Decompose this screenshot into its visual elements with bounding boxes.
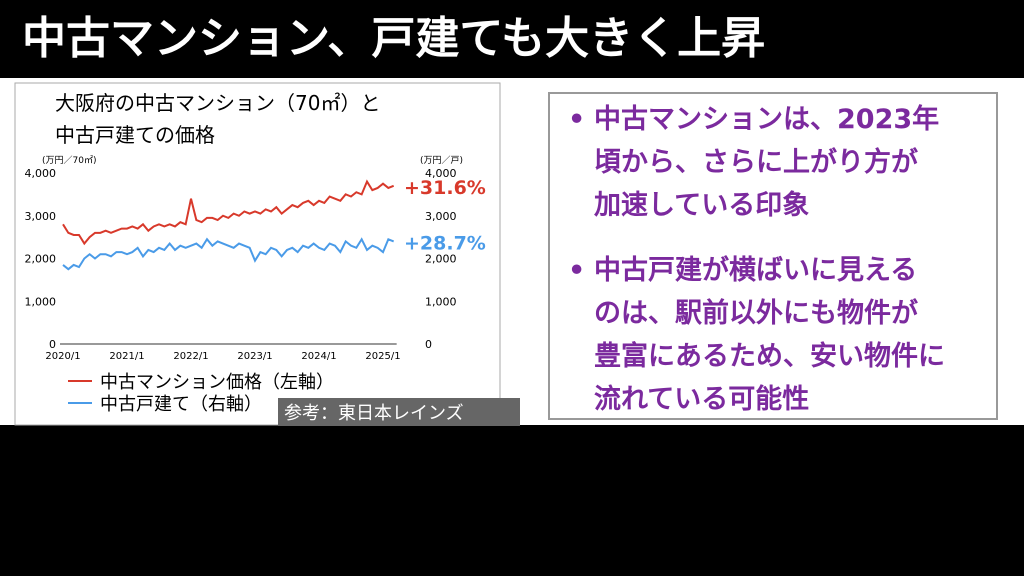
chart-frame [14,82,501,426]
tick-label: 4,000 [25,167,57,180]
source: 参考：東日本レインズ [284,403,464,424]
legend-label: 中古戸建て（右軸） [100,394,262,415]
x-tick-label: 2022/1 [173,351,208,362]
bullet-line: のは、駅前以外にも物件が [594,298,918,329]
tick-label: 1,000 [25,295,57,308]
x-tick-label: 2024/1 [301,351,336,362]
bullet-line: 中古戸建が横ばいに見える [564,249,996,292]
tick-label: 1,000 [425,295,457,308]
tick-label: 3,000 [425,210,457,223]
x-tick-label: 2025/1 [365,351,400,362]
series-line [62,237,395,271]
series-line [62,179,395,246]
annotation: +28.7% [404,232,486,254]
x-tick-label: 2021/1 [109,351,144,362]
tick-label: 2,000 [25,253,57,266]
tick-label: 0 [49,338,56,351]
tick-label: 4,000 [425,167,457,180]
bullet-line: 流れている可能性 [594,384,810,415]
source-bg [278,398,520,426]
y2-axis-label: (万円／戸) [420,155,463,166]
annotation: +31.6% [404,177,486,199]
chart: 大阪府の中古マンション（70㎡）と 中古戸建ての価格 (万円／70㎡) (万円／… [14,82,520,426]
x-tick-label: 2020/1 [45,351,80,362]
bullet-line: 頃から、さらに上がり方が [594,147,918,178]
chart-title: 中古戸建ての価格 [55,123,215,147]
header-title: 中古マンション、戸建ても大きく上昇 [0,0,1024,78]
x-tick-label: 2023/1 [237,351,272,362]
bullet-line: 加速している印象 [594,190,810,221]
bullet: 中古戸建が横ばいに見えるのは、駅前以外にも物件が豊富にあるため、安い物件に流れて… [564,249,996,421]
tick-label: 3,000 [25,210,57,223]
tick-label: 0 [425,338,432,351]
bullet-line: 中古マンションは、2023年 [564,98,996,141]
legend-label: 中古マンション価格（左軸） [100,372,334,393]
bullet-box: 中古マンションは、2023年頃から、さらに上がり方が加速している印象中古戸建が横… [548,92,998,420]
y-axis-label: (万円／70㎡) [42,155,96,166]
tick-label: 2,000 [425,253,457,266]
bullet-line: 豊富にあるため、安い物件に [594,341,945,372]
chart-title: 大阪府の中古マンション（70㎡）と [55,91,380,115]
